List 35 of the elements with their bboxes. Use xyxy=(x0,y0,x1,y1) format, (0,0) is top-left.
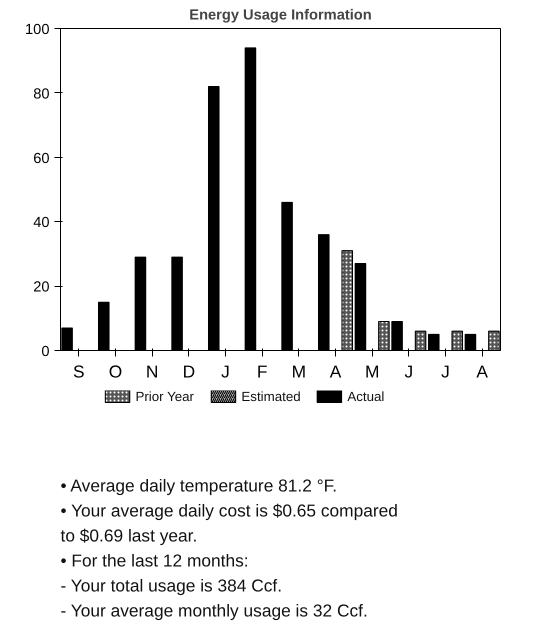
x-tick-label: O xyxy=(108,362,122,382)
x-tick-label: S xyxy=(73,362,85,382)
x-tick-label: A xyxy=(330,362,342,382)
bar xyxy=(134,256,146,350)
bar xyxy=(171,256,183,350)
legend-label: Actual xyxy=(347,389,384,404)
text: • For the last 12 months: xyxy=(60,550,249,570)
x-tick-label: M xyxy=(292,362,306,382)
y-tick-label: 20 xyxy=(33,280,50,296)
text: - Your total usage is 384 Ccf. xyxy=(60,576,282,596)
y-tick-label: 100 xyxy=(25,22,50,38)
y-tick-label: 40 xyxy=(33,215,50,232)
bar xyxy=(98,302,110,350)
x-tick-label: J xyxy=(221,362,230,382)
y-tick-label: 0 xyxy=(41,344,50,360)
x-tick-label: J xyxy=(441,362,450,382)
text: - Your average monthly usage is 32 Ccf. xyxy=(60,600,368,620)
y-tick-label: 80 xyxy=(33,86,50,102)
text: • Your average daily cost is $0.65 compared to $0.69 last year. xyxy=(60,500,398,546)
x-tick-label: M xyxy=(364,362,380,382)
bar xyxy=(281,202,293,350)
text: • Average daily temperature 81.2 °F. xyxy=(60,476,338,496)
x-tick-label: F xyxy=(256,362,268,382)
x-tick-label: J xyxy=(404,362,414,382)
x-tick-label: A xyxy=(476,362,488,382)
bar xyxy=(208,86,220,350)
legend-label: Estimated xyxy=(241,389,301,404)
y-tick-label: 60 xyxy=(33,150,50,167)
x-tick-label: D xyxy=(182,362,196,382)
bar xyxy=(244,47,256,350)
legend-label: Prior Year xyxy=(135,389,195,404)
x-tick-label: N xyxy=(146,362,158,382)
bar xyxy=(391,321,403,350)
chart-title: Energy Usage Information xyxy=(189,8,372,24)
bar xyxy=(318,234,330,350)
